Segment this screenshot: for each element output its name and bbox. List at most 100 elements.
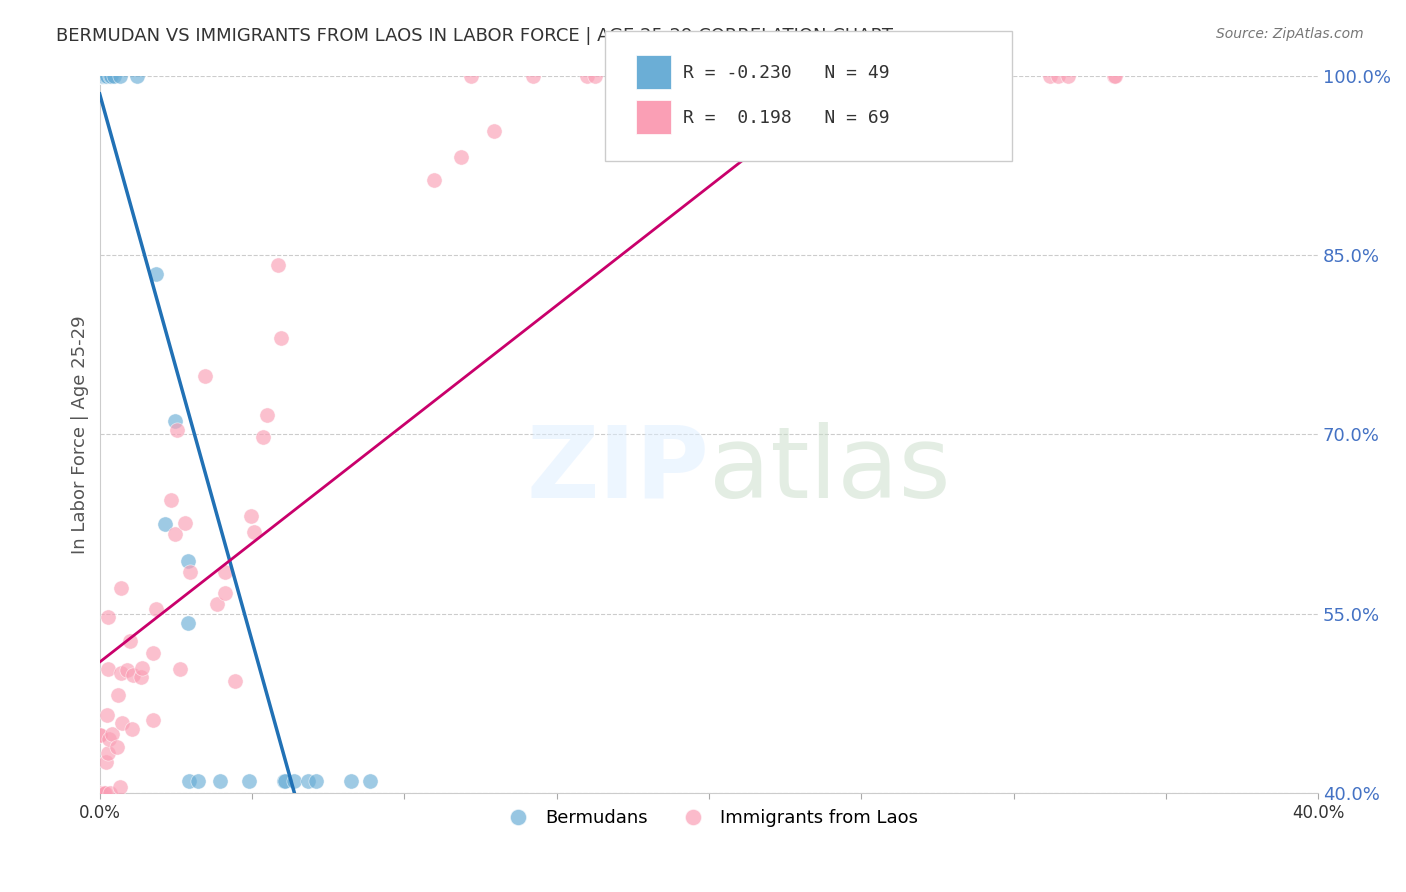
Point [815, 69, 838, 83]
Point [142, 714, 165, 728]
Point [177, 553, 200, 567]
Point [107, 688, 129, 702]
Text: R = -0.230   N = 49: R = -0.230 N = 49 [683, 64, 890, 82]
Point [91, 69, 114, 83]
Point [100, 69, 122, 83]
Point [90, 69, 112, 83]
Point [177, 615, 200, 630]
Point [174, 516, 197, 531]
Point [273, 774, 295, 789]
Point [214, 566, 236, 580]
Point [1102, 69, 1125, 83]
Point [179, 565, 201, 579]
Point [163, 414, 186, 428]
Point [1046, 69, 1069, 83]
Point [89, 69, 111, 83]
Point [224, 674, 246, 689]
Point [576, 69, 599, 83]
Point [187, 774, 209, 789]
Point [460, 69, 482, 83]
Point [939, 69, 962, 83]
Point [177, 774, 200, 789]
Point [214, 585, 236, 599]
Point [89, 728, 111, 742]
Point [90, 69, 112, 83]
Point [759, 69, 782, 83]
Point [93, 786, 115, 800]
Text: R =  0.198   N = 69: R = 0.198 N = 69 [683, 109, 890, 127]
Point [101, 727, 124, 741]
Point [713, 69, 735, 83]
Text: ZIP: ZIP [526, 422, 709, 519]
Point [240, 509, 263, 524]
Text: atlas: atlas [709, 422, 950, 519]
Point [450, 149, 472, 163]
Y-axis label: In Labor Force | Age 25-29: In Labor Force | Age 25-29 [72, 315, 89, 554]
Point [522, 69, 544, 83]
Point [108, 780, 131, 794]
Point [90, 69, 112, 83]
Point [105, 740, 128, 755]
Point [359, 774, 381, 789]
Point [89, 69, 111, 83]
Point [94, 755, 117, 769]
Point [131, 661, 153, 675]
Point [155, 517, 177, 532]
Point [160, 492, 183, 507]
Point [89, 69, 111, 83]
Point [242, 524, 264, 539]
Point [103, 69, 125, 83]
Point [145, 601, 167, 615]
Point [90, 69, 112, 83]
Legend: Bermudans, Immigrants from Laos: Bermudans, Immigrants from Laos [492, 802, 925, 835]
Point [256, 408, 278, 422]
Point [1056, 69, 1078, 83]
Point [117, 663, 139, 677]
Point [98, 732, 121, 747]
Point [118, 634, 141, 648]
Point [121, 668, 143, 682]
Point [145, 267, 167, 281]
Point [773, 69, 796, 83]
Point [340, 774, 363, 789]
Point [908, 69, 931, 83]
Point [89, 69, 111, 83]
Point [96, 69, 118, 83]
Point [110, 666, 132, 681]
Point [96, 69, 118, 83]
Point [91, 69, 114, 83]
Point [482, 124, 505, 138]
Point [100, 69, 122, 83]
Point [283, 774, 305, 789]
Point [89, 69, 111, 83]
Point [90, 69, 112, 83]
Text: BERMUDAN VS IMMIGRANTS FROM LAOS IN LABOR FORCE | AGE 25-29 CORRELATION CHART: BERMUDAN VS IMMIGRANTS FROM LAOS IN LABO… [56, 27, 893, 45]
Point [89, 69, 111, 83]
Point [89, 69, 111, 83]
Point [100, 786, 122, 800]
Point [110, 69, 132, 83]
Point [96, 610, 118, 624]
Point [252, 430, 274, 444]
Point [89, 69, 111, 83]
Point [205, 597, 228, 611]
Point [89, 69, 111, 83]
Point [297, 774, 319, 789]
Point [688, 69, 710, 83]
Point [631, 69, 654, 83]
Point [89, 786, 111, 800]
Point [89, 728, 111, 742]
Point [89, 786, 111, 800]
Point [305, 774, 328, 789]
Point [583, 69, 606, 83]
Point [90, 69, 112, 83]
Point [89, 69, 111, 83]
Point [165, 527, 187, 541]
Point [89, 69, 111, 83]
Point [89, 69, 111, 83]
Point [89, 69, 111, 83]
Point [94, 69, 117, 83]
Point [97, 746, 120, 760]
Point [97, 662, 120, 676]
Point [111, 716, 134, 731]
